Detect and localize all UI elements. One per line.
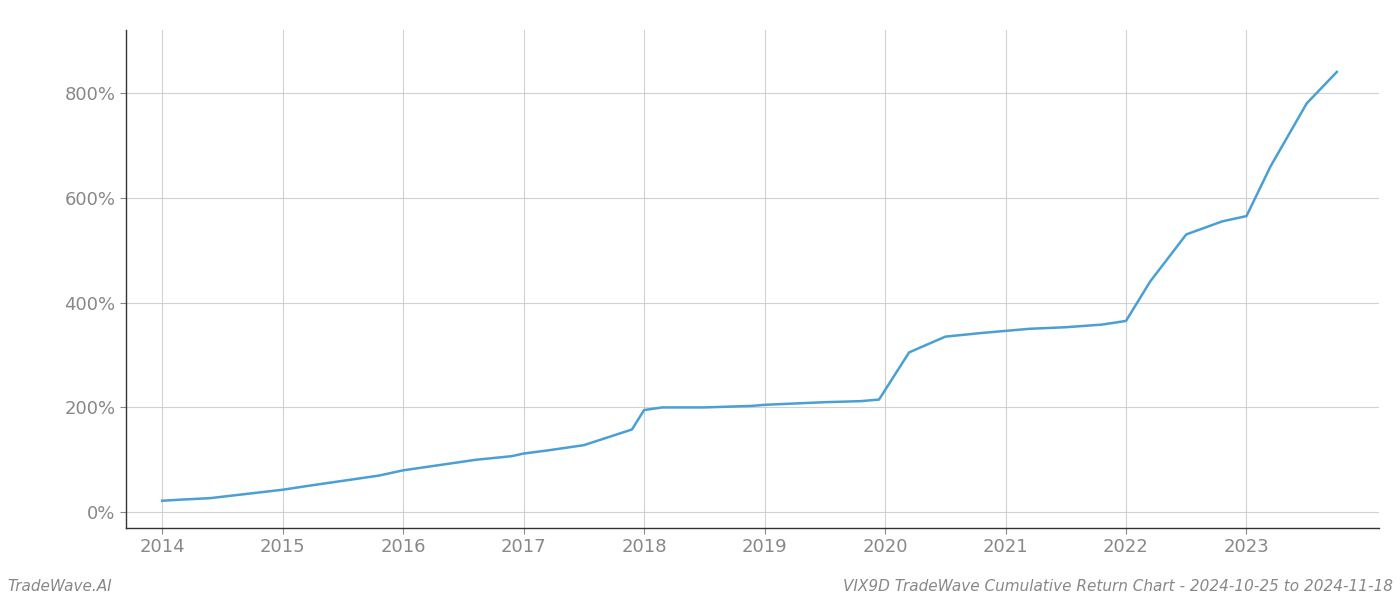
Text: VIX9D TradeWave Cumulative Return Chart - 2024-10-25 to 2024-11-18: VIX9D TradeWave Cumulative Return Chart … xyxy=(843,579,1393,594)
Text: TradeWave.AI: TradeWave.AI xyxy=(7,579,112,594)
